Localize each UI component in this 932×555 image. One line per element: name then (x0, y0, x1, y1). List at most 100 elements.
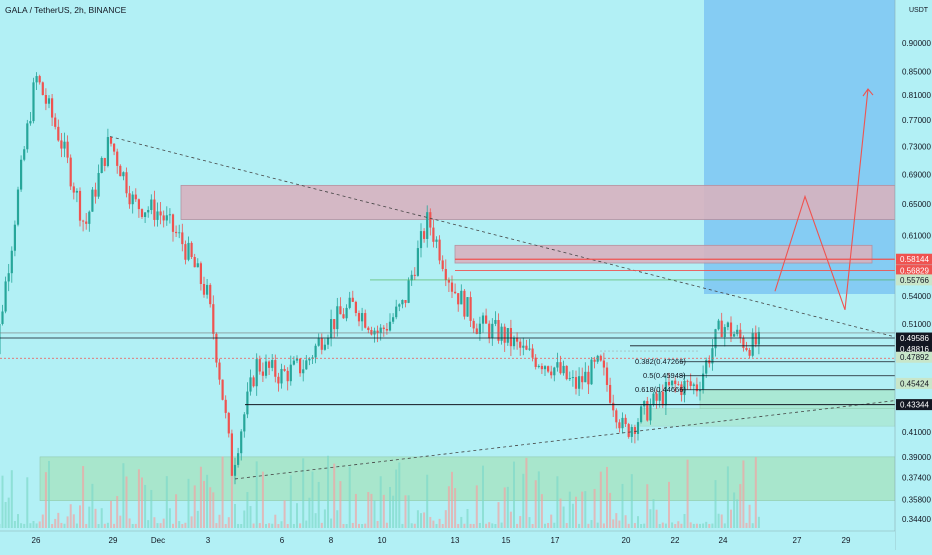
candle-body (559, 362, 561, 373)
candle-body (342, 314, 344, 318)
candle-body (414, 275, 416, 276)
time-tick: 24 (719, 536, 728, 545)
volume-bar (389, 487, 391, 528)
candle-body (398, 304, 400, 306)
volume-bar (680, 524, 682, 528)
volume-bar (383, 495, 385, 528)
volume-bar (82, 466, 84, 528)
candle-body (237, 453, 239, 465)
candle-body (110, 137, 112, 144)
candle-body (262, 372, 264, 376)
volume-bar (498, 502, 500, 528)
volume-bar (510, 512, 512, 528)
volume-bar (380, 476, 382, 528)
volume-bar (36, 523, 38, 528)
volume-bar (91, 484, 93, 528)
candle-body (234, 465, 236, 476)
volume-bar (587, 524, 589, 528)
price-unit-label: USDT (909, 7, 929, 14)
volume-bar (237, 524, 239, 528)
candle-body (203, 284, 205, 295)
volume-bar (634, 523, 636, 528)
candle-body (628, 424, 630, 437)
volume-bar (730, 510, 732, 528)
volume-bar (758, 517, 760, 528)
candle-body (621, 418, 623, 428)
candle-body (228, 413, 230, 434)
candle-body (649, 405, 651, 421)
candle-body (752, 333, 754, 356)
volume-bar (401, 524, 403, 528)
price-tick: 0.51000 (902, 320, 931, 329)
volume-bar (615, 513, 617, 528)
candle-body (324, 345, 326, 350)
price-tick: 0.90000 (902, 39, 931, 48)
candle-body (63, 142, 65, 149)
price-tick: 0.54000 (902, 292, 931, 301)
candle-body (116, 152, 118, 166)
candle-body (299, 359, 301, 374)
price-tick: 0.41000 (902, 428, 931, 437)
candle-body (42, 82, 44, 95)
candle-body (519, 342, 521, 348)
candle-body (528, 349, 530, 350)
candle-body (553, 368, 555, 376)
volume-bar (256, 461, 258, 528)
volume-bar (603, 523, 605, 528)
candle-body (442, 260, 444, 269)
volume-bar (625, 515, 627, 528)
price-tick: 0.81000 (902, 91, 931, 100)
candle-body (141, 209, 143, 217)
volume-bar (268, 523, 270, 528)
volume-bar (287, 524, 289, 528)
candle-body (724, 327, 726, 337)
candle-body (656, 394, 658, 401)
volume-bar (432, 521, 434, 528)
volume-bar (516, 524, 518, 528)
candle-body (383, 328, 385, 329)
candle-body (587, 372, 589, 384)
candle-body (690, 381, 692, 386)
volume-bar (699, 524, 701, 528)
volume-bar (665, 524, 667, 528)
volume-bar (653, 499, 655, 528)
candle-body (0, 324, 1, 354)
candle-body (330, 319, 332, 338)
candle-body (364, 313, 366, 328)
volume-bar (116, 496, 118, 528)
volume-bar (42, 515, 44, 528)
volume-bar (45, 472, 47, 528)
volume-bar (575, 497, 577, 528)
candle-body (51, 98, 53, 117)
candle-body (243, 414, 245, 431)
candle-body (429, 212, 431, 227)
volume-bar (336, 510, 338, 528)
time-tick: 29 (109, 536, 118, 545)
volume-bar (560, 499, 562, 528)
candle-body (280, 369, 282, 383)
candle-body (129, 193, 131, 204)
candle-body (466, 297, 468, 317)
candle-body (156, 211, 158, 219)
candle-body (572, 377, 574, 378)
volume-bar (110, 501, 112, 528)
candle-body (45, 95, 47, 104)
time-tick: 20 (622, 536, 631, 545)
volume-bar (358, 524, 360, 528)
candle-body (581, 376, 583, 382)
price-tag: 0.47892 (900, 353, 929, 362)
candle-body (125, 172, 127, 193)
volume-bar (581, 492, 583, 528)
candle-body (60, 140, 62, 148)
volume-bar (541, 494, 543, 528)
candle-body (29, 121, 31, 123)
candle-body (578, 376, 580, 389)
volume-bar (11, 470, 13, 528)
volume-bar (129, 518, 131, 528)
price-axis[interactable]: 0.900000.850000.810000.770000.730000.690… (895, 0, 932, 550)
candle-body (113, 144, 115, 152)
candle-body (612, 403, 614, 411)
